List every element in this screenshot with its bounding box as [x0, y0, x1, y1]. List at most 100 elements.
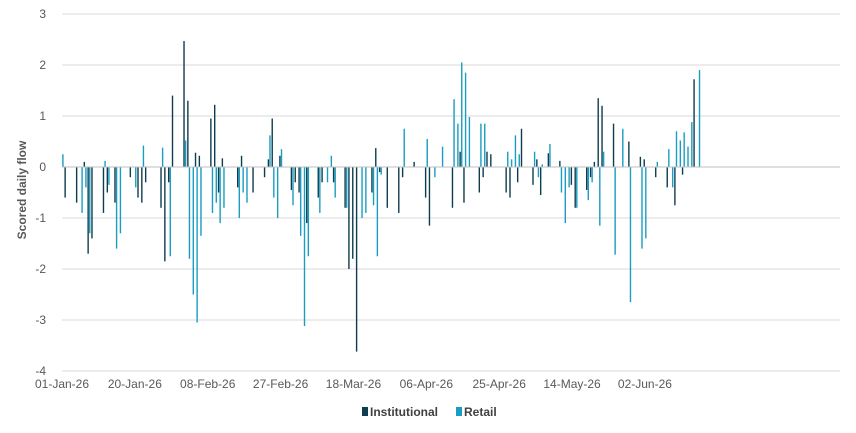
bar-retail — [560, 167, 563, 193]
bar-retail — [671, 167, 674, 188]
x-tick-label: 08-Feb-26 — [180, 377, 236, 391]
legend-label-retail: Retail — [464, 405, 497, 419]
bar-retail — [246, 167, 248, 203]
bar-retail — [622, 128, 624, 167]
bar-institutional — [271, 118, 273, 167]
y-tick-label: -4 — [35, 364, 46, 378]
bar-retail — [334, 167, 336, 198]
gridlines — [62, 13, 840, 372]
bar-retail — [273, 167, 275, 198]
bar-institutional — [505, 167, 507, 193]
bar-institutional — [214, 104, 216, 167]
bar-institutional — [144, 167, 147, 183]
bar-retail — [89, 167, 91, 234]
bar-institutional — [386, 167, 388, 208]
bar-institutional — [463, 167, 465, 203]
bar-retail — [365, 167, 367, 213]
bar-institutional — [628, 141, 630, 167]
bar-institutional — [160, 167, 162, 208]
bar-institutional — [371, 167, 373, 193]
bar-institutional — [332, 167, 335, 183]
x-axis-ticks: 01-Jan-26 20-Jan-26 08-Feb-26 27-Feb-26 18-M… — [35, 377, 672, 391]
bar-institutional — [106, 167, 109, 193]
bar-institutional — [539, 167, 542, 196]
bar-institutional — [279, 155, 281, 167]
bar-retail — [514, 135, 517, 167]
bar-retail — [461, 62, 463, 168]
bar-retail — [533, 151, 536, 167]
bar-institutional — [83, 161, 86, 167]
legend-label-institutional: Institutional — [370, 405, 438, 419]
bar-retail — [161, 147, 164, 167]
bar-retail — [587, 167, 589, 201]
bar-retail — [537, 167, 540, 178]
bar-institutional — [459, 151, 461, 167]
bar-institutional — [294, 167, 296, 183]
bar-retail — [345, 167, 348, 208]
bar-institutional — [693, 79, 695, 167]
bar-retail — [687, 146, 689, 167]
bar-retail — [81, 167, 83, 213]
bar-retail — [238, 167, 241, 218]
bar-institutional — [210, 118, 212, 167]
bar-institutional — [451, 167, 454, 208]
bar-retail — [192, 167, 194, 295]
y-axis-title: Scored daily flow — [15, 140, 29, 239]
bar-institutional — [593, 161, 596, 167]
y-tick-label: -2 — [35, 262, 46, 276]
bar-retail — [468, 117, 471, 167]
bar-retail — [303, 167, 306, 327]
bar-institutional — [263, 167, 266, 178]
bar-institutional — [164, 167, 166, 262]
bar-retail — [200, 167, 202, 236]
bar-institutional — [198, 155, 201, 167]
bar-institutional — [267, 159, 270, 167]
bar-institutional — [375, 148, 377, 167]
bar-retail — [629, 167, 632, 303]
bar-retail — [62, 154, 64, 167]
bar-institutional — [348, 167, 350, 269]
bar-retail — [656, 161, 659, 167]
bar-retail — [184, 140, 187, 167]
x-tick-label: 06-Apr-26 — [400, 377, 454, 391]
bar-retail — [484, 123, 486, 167]
x-tick-label: 01-Jan-26 — [35, 377, 89, 391]
bar-retail — [457, 123, 459, 167]
bar-institutional — [64, 167, 66, 198]
bar-institutional — [482, 167, 484, 178]
bar-institutional — [559, 160, 561, 167]
bar-retail — [85, 167, 87, 188]
bar-institutional — [102, 167, 105, 213]
bar-institutional — [520, 128, 523, 167]
y-axis-ticks: -4 -3 -2 -1 0 1 2 3 — [35, 7, 46, 378]
bar-retail — [602, 151, 605, 167]
bar-retail — [223, 167, 225, 208]
bar-institutional — [589, 167, 592, 178]
bar-institutional — [298, 167, 300, 193]
bar-retail — [453, 99, 455, 167]
bar-institutional — [306, 167, 308, 224]
bar-institutional — [171, 95, 174, 167]
bar-institutional — [352, 167, 354, 259]
bar-institutional — [129, 167, 132, 178]
retail-series — [62, 62, 701, 327]
bar-institutional — [424, 167, 427, 198]
bar-institutional — [183, 41, 185, 167]
bar-retail — [675, 131, 678, 167]
bar-retail — [380, 167, 382, 175]
bar-institutional — [413, 161, 415, 167]
bar-institutional — [240, 155, 243, 167]
bar-retail — [119, 167, 122, 234]
y-tick-label: 3 — [39, 7, 46, 21]
bar-institutional — [317, 167, 319, 198]
bar-institutional — [532, 167, 534, 185]
bar-retail — [518, 154, 520, 167]
bar-institutional — [586, 167, 588, 190]
legend: Institutional Retail — [362, 405, 497, 419]
bar-retail — [211, 167, 214, 213]
bar-institutional — [486, 151, 488, 167]
bar-retail — [142, 145, 145, 167]
bar-institutional — [601, 105, 603, 167]
bar-institutional — [355, 167, 358, 352]
bar-institutional — [639, 156, 642, 167]
